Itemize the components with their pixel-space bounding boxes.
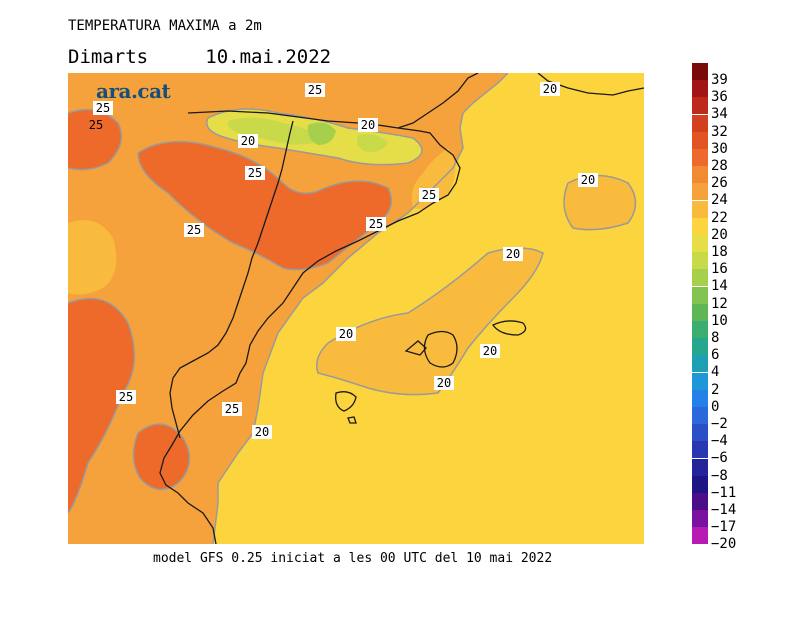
contour-label: 20 bbox=[361, 118, 375, 132]
contour-label: 25 bbox=[225, 402, 239, 416]
map-canvas: 25 20 20 25 25 25 25 25 20 20 25 20 20 2… bbox=[68, 73, 644, 544]
legend-swatch bbox=[692, 149, 708, 166]
contour-label: 25 bbox=[422, 188, 436, 202]
map-title: TEMPERATURA MAXIMA a 2m bbox=[68, 18, 262, 34]
contour-label: 25 bbox=[248, 166, 262, 180]
legend-label: 24 bbox=[711, 192, 728, 209]
legend-swatch bbox=[692, 424, 708, 442]
legend-swatch bbox=[692, 269, 708, 287]
mild-zone-west bbox=[68, 220, 117, 295]
legend-swatch bbox=[692, 441, 708, 459]
contour-label: 20 bbox=[437, 376, 451, 390]
legend-label: 36 bbox=[711, 89, 728, 106]
legend-label: −17 bbox=[711, 519, 737, 536]
legend-label: 39 bbox=[711, 72, 728, 88]
contour-label: 20 bbox=[581, 173, 595, 187]
temperature-map: 25 20 20 25 25 25 25 25 20 20 25 20 20 2… bbox=[68, 73, 644, 544]
legend-label: 8 bbox=[711, 330, 720, 346]
contour-label: 20 bbox=[255, 425, 269, 439]
pyrenees-cold-zone bbox=[227, 117, 323, 145]
legend-label: 18 bbox=[711, 244, 728, 260]
legend-label: −14 bbox=[711, 502, 737, 518]
legend-label: −6 bbox=[711, 450, 728, 467]
legend-label: 28 bbox=[711, 158, 728, 174]
legend-swatch bbox=[692, 183, 708, 201]
legend-label: 6 bbox=[711, 347, 720, 364]
legend-swatch bbox=[692, 389, 708, 407]
legend-swatch bbox=[692, 80, 708, 98]
legend-swatch bbox=[692, 131, 708, 149]
legend-swatch bbox=[692, 527, 708, 545]
legend-swatch bbox=[692, 493, 708, 510]
contour-label: 25 bbox=[369, 217, 383, 231]
legend-label: −11 bbox=[711, 484, 737, 501]
contour-label: 25 bbox=[187, 223, 201, 237]
legend-swatch bbox=[692, 475, 708, 493]
hot-zone-south bbox=[133, 424, 190, 490]
legend-swatch bbox=[692, 338, 708, 356]
map-date: Dimarts 10.mai.2022 bbox=[68, 46, 332, 68]
contour-label: 20 bbox=[543, 82, 557, 96]
legend-swatch bbox=[692, 217, 708, 235]
contour-label: 25 bbox=[119, 390, 133, 404]
legend-swatch bbox=[692, 200, 708, 218]
legend-label: 10 bbox=[711, 312, 728, 329]
hot-zone-west bbox=[68, 298, 135, 513]
sea-warm-patch-east bbox=[564, 175, 636, 230]
legend-swatch bbox=[692, 458, 708, 476]
hot-zone-northwest bbox=[68, 109, 122, 170]
contour-label: 25 bbox=[308, 83, 322, 97]
legend-label: 16 bbox=[711, 261, 728, 278]
legend-swatch bbox=[692, 252, 708, 270]
legend-swatch bbox=[692, 303, 708, 321]
legend-label: −2 bbox=[711, 416, 728, 432]
legend-label: −20 bbox=[711, 536, 737, 553]
legend-swatch bbox=[692, 372, 708, 390]
legend-swatch bbox=[692, 286, 708, 304]
legend-swatch bbox=[692, 321, 708, 338]
legend-label: 22 bbox=[711, 209, 728, 226]
legend-swatch bbox=[692, 355, 708, 373]
legend-swatch bbox=[692, 97, 708, 115]
legend-swatch bbox=[692, 235, 708, 252]
color-scale-legend: 39 36 34 32 30 28 26 24 22 20 18 16 14 12 10 8 6 4 2 0 −2 −4−… bbox=[692, 63, 792, 553]
model-info-footer: model GFS 0.25 iniciat a les 00 UTC del … bbox=[153, 551, 553, 566]
legend-swatch bbox=[692, 407, 708, 424]
legend-label: 32 bbox=[711, 123, 728, 140]
contour-label: 25 bbox=[96, 101, 110, 115]
legend-label: 0 bbox=[711, 398, 720, 415]
legend-label: 2 bbox=[711, 381, 720, 398]
contour-labels: 25 20 20 25 25 25 25 25 20 20 25 20 20 2… bbox=[89, 82, 598, 439]
legend-label: 26 bbox=[711, 175, 728, 192]
coastline-borders bbox=[159, 73, 644, 544]
contour-label: 25 bbox=[89, 118, 103, 132]
brand-logo: ara.cat bbox=[96, 79, 171, 103]
legend-swatch bbox=[692, 510, 708, 528]
contour-label: 20 bbox=[241, 134, 255, 148]
legend-swatch bbox=[692, 63, 708, 80]
legend-label: 14 bbox=[711, 278, 728, 295]
contour-label: 20 bbox=[506, 247, 520, 261]
sea-warm-patch-islands bbox=[316, 248, 543, 395]
legend-swatch bbox=[692, 166, 708, 184]
legend-swatch bbox=[692, 114, 708, 132]
legend-label: −4 bbox=[711, 433, 728, 450]
legend-label: 30 bbox=[711, 140, 728, 157]
contour-label: 20 bbox=[483, 344, 497, 358]
legend-label: 34 bbox=[711, 106, 728, 123]
legend-label: 20 bbox=[711, 226, 728, 243]
legend-label: −8 bbox=[711, 467, 728, 484]
contour-label: 20 bbox=[339, 327, 353, 341]
legend-label: 12 bbox=[711, 295, 728, 312]
legend-label: 4 bbox=[711, 364, 720, 381]
pyrenees-peak-zone-east bbox=[356, 134, 388, 152]
hot-zone-north bbox=[138, 141, 392, 270]
pyrenees-peak-zone bbox=[307, 122, 336, 145]
